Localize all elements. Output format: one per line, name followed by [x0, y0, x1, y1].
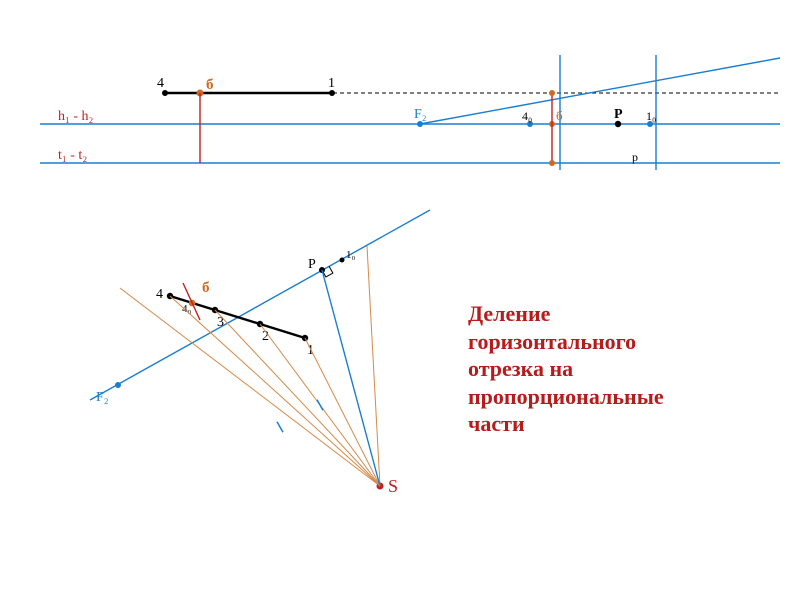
svg-text:3: 3: [217, 315, 224, 330]
svg-text:P: P: [308, 257, 316, 272]
diagram-stage: 41бh₁ - h₂t₁ - t₂F₂4₀бP1₀pF₂43214₀бP1₀S …: [0, 0, 800, 600]
title-text: Делениегоризонтальногоотрезка напропорци…: [468, 300, 664, 438]
svg-text:P: P: [614, 107, 623, 122]
svg-text:t₁ - t₂: t₁ - t₂: [58, 148, 87, 163]
svg-text:F₂: F₂: [414, 107, 427, 122]
svg-text:б: б: [206, 77, 214, 93]
svg-text:4₀: 4₀: [522, 109, 532, 123]
svg-text:1₀: 1₀: [646, 109, 656, 123]
svg-text:4: 4: [157, 76, 164, 91]
diagram-svg: 41бh₁ - h₂t₁ - t₂F₂4₀бP1₀pF₂43214₀бP1₀S: [0, 0, 800, 600]
svg-text:1: 1: [328, 76, 335, 91]
svg-text:4: 4: [156, 287, 163, 302]
svg-text:1₀: 1₀: [346, 249, 356, 261]
svg-text:б: б: [202, 280, 210, 296]
svg-text:S: S: [388, 476, 398, 496]
svg-text:p: p: [632, 150, 638, 164]
svg-text:h₁ - h₂: h₁ - h₂: [58, 109, 94, 124]
svg-text:б: б: [556, 108, 563, 123]
svg-text:1: 1: [307, 343, 314, 358]
svg-text:F₂: F₂: [96, 390, 109, 405]
